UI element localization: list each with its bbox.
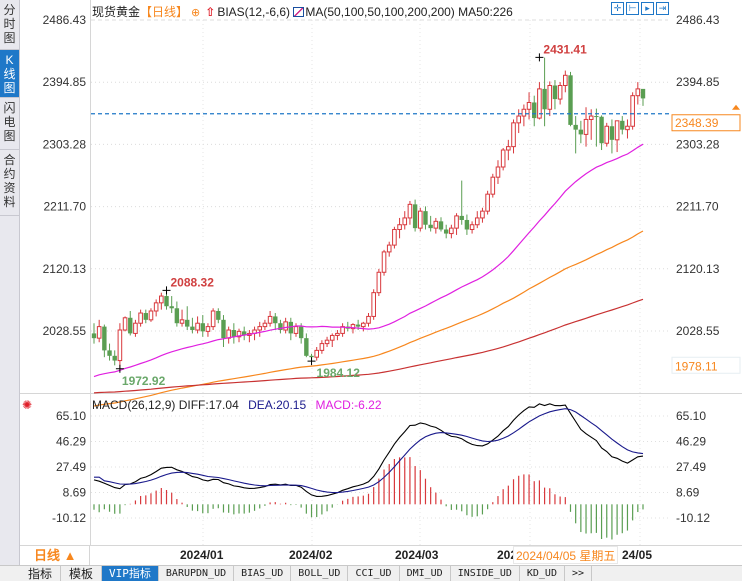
tab-dmi[interactable]: DMI_UD	[400, 566, 451, 581]
x-label: 2024/01	[180, 548, 224, 562]
jump-end-icon[interactable]: ⇥	[656, 2, 669, 15]
y-tick-left: 2394.85	[43, 75, 87, 89]
chart-legend: 现货黄金【日线】 ⊕ ⇧ BIAS(12,-6,6) MA(50,100,50,100…	[92, 3, 513, 20]
current-price-label: 2348.39	[675, 116, 719, 130]
macd-legend: MACD(26,12,9) DIFF:17.04 DEA:20.15 MACD:…	[92, 398, 382, 412]
low-price-label: 1978.11	[675, 359, 718, 373]
tab-templates[interactable]: 模板	[61, 566, 103, 581]
indicator-tab-bar: 指标 模板 VIP指标 BARUPDN_UD BIAS_UD BOLL_UD C…	[0, 565, 742, 581]
play-icon[interactable]: ▸	[641, 2, 654, 15]
period-label[interactable]: 【日线】	[140, 5, 189, 19]
x-label: 2024/02	[289, 548, 333, 562]
instrument-name: 现货黄金	[92, 5, 141, 19]
macd-tick-left: 27.49	[56, 460, 86, 474]
low-annotation-b: 1984.12	[317, 366, 361, 380]
tab-indicators[interactable]: 指标	[20, 566, 62, 581]
tab-contract-info[interactable]: 合约资料	[0, 150, 19, 216]
y-tick-left: 2486.43	[43, 13, 87, 27]
period-selector-button[interactable]: 日线 ▲	[22, 546, 90, 565]
chart-toolbar: ✛ ⊢ ▸ ⇥	[611, 2, 669, 15]
y-tick-right: 2303.28	[676, 137, 720, 151]
tab-bias[interactable]: BIAS_UD	[234, 566, 292, 581]
tab-barupdn[interactable]: BARUPDN_UD	[159, 566, 235, 581]
macd-tick-left: 46.29	[56, 435, 86, 449]
macd-title: MACD(26,12,9)	[92, 398, 176, 412]
y-tick-right: 2120.13	[676, 262, 720, 276]
crosshair-icon[interactable]: ✛	[611, 2, 624, 15]
x-label: 24/05	[622, 548, 653, 562]
y-tick-left: 2303.28	[43, 137, 87, 151]
tab-inside[interactable]: INSIDE_UD	[451, 566, 520, 581]
x-axis	[20, 545, 742, 565]
ma-chart-icon[interactable]	[293, 7, 305, 17]
ma50-value: MA50:226	[458, 5, 513, 19]
bias-indicator[interactable]: BIAS(12,-6,6)	[217, 5, 291, 19]
diff-line	[93, 403, 644, 497]
x-label: 202	[497, 548, 518, 562]
tab-flash-chart[interactable]: 闪电图	[0, 98, 19, 150]
macd-tick-right: 46.29	[676, 435, 706, 449]
macd-settings-icon[interactable]: ✺	[22, 398, 33, 412]
price-alert-icon[interactable]	[732, 104, 740, 110]
macd-tick-left: 8.69	[63, 486, 87, 500]
macd-tick-right: 8.69	[676, 486, 700, 500]
arrow-up-icon[interactable]: ⇧	[205, 5, 216, 19]
tab-kd[interactable]: KD_UD	[520, 566, 565, 581]
tab-more[interactable]: >>	[565, 566, 593, 581]
y-tick-right: 2486.43	[676, 13, 720, 27]
y-tick-left: 2211.70	[44, 200, 87, 214]
low-annotation-a: 1972.92	[122, 374, 166, 388]
high-annotation-a: 2088.32	[171, 275, 215, 289]
macd-diff: DIFF:17.04	[178, 398, 239, 412]
macd-value: MACD:-6.22	[315, 398, 382, 412]
macd-dea: DEA:20.15	[248, 398, 307, 412]
dea-line	[94, 408, 644, 494]
current-price-box	[671, 114, 741, 132]
ma50-line	[93, 143, 644, 378]
macd-tick-left: -10.12	[52, 511, 86, 525]
tab-cci[interactable]: CCI_UD	[348, 566, 400, 581]
tab-time-sharing[interactable]: 分时图	[0, 0, 19, 50]
macd-tick-right: 65.10	[676, 409, 706, 423]
tab-boll[interactable]: BOLL_UD	[291, 566, 349, 581]
y-tick-right: 2028.55	[676, 324, 720, 338]
y-tick-right: 2394.85	[676, 75, 720, 89]
high-annotation-b: 2431.41	[543, 42, 587, 56]
ma-indicator[interactable]: MA(50,100,50,100,200,200)	[305, 5, 455, 19]
macd-tick-right: -10.12	[676, 511, 710, 525]
x-label: 2024/03	[395, 548, 439, 562]
cursor-date-tooltip: 2024/04/05 星期五	[513, 546, 619, 564]
macd-tick-right: 27.49	[676, 460, 706, 474]
ma200-line	[93, 298, 644, 394]
y-tick-left: 2028.55	[43, 324, 87, 338]
y-tick-right: 2211.70	[676, 200, 719, 214]
tab-vip-indicators[interactable]: VIP指标	[102, 566, 159, 581]
ma100-line	[93, 230, 644, 407]
macd-tick-left: 65.10	[56, 409, 86, 423]
range-select-icon[interactable]: ⊢	[626, 2, 639, 15]
zoom-icon[interactable]: ⊕	[191, 7, 201, 19]
candles	[91, 57, 646, 369]
y-tick-left: 2120.13	[43, 262, 87, 276]
